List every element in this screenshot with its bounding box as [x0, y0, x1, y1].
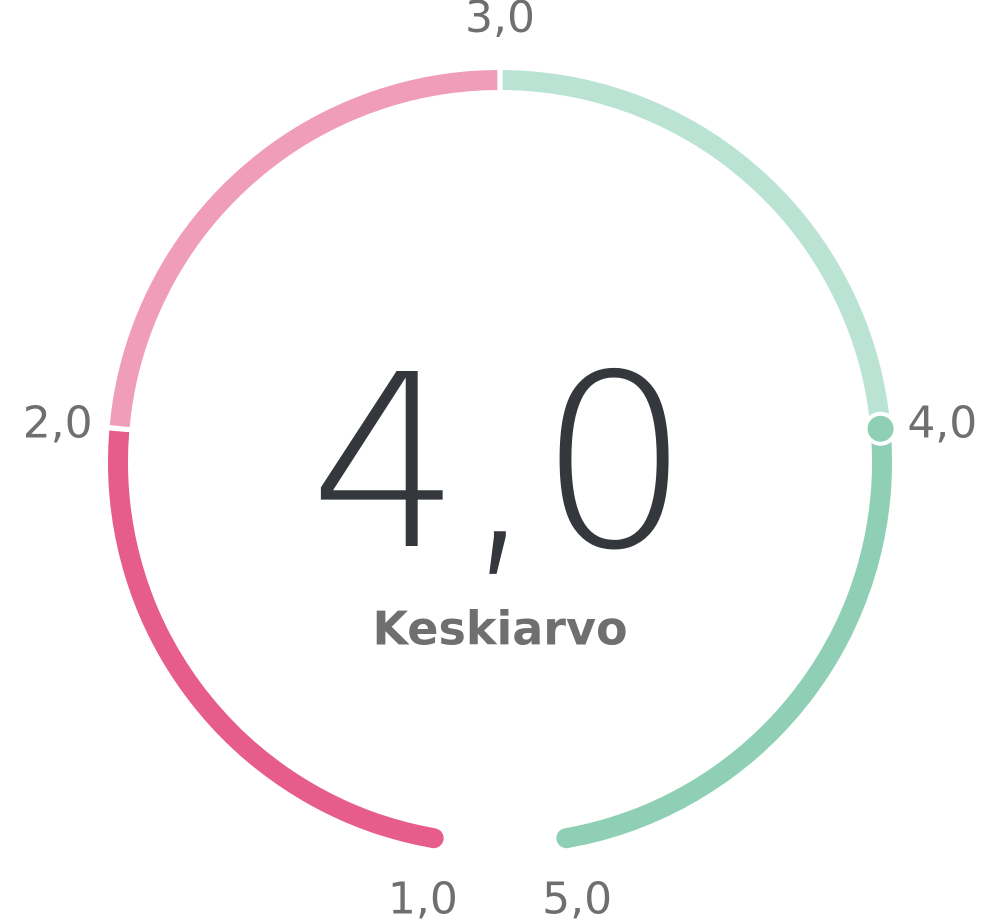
value-marker — [863, 411, 898, 446]
gauge-label: Keskiarvo — [372, 602, 627, 656]
tick-label: 4,0 — [907, 397, 977, 448]
gauge-segment — [108, 430, 436, 849]
gauge-segment — [109, 70, 498, 427]
gauge-segment — [502, 70, 891, 427]
tick-label: 1,0 — [388, 873, 458, 922]
segment-cap — [556, 828, 577, 849]
gauge-segment — [564, 430, 892, 849]
tick-label: 2,0 — [23, 397, 93, 448]
segment-cap — [423, 828, 444, 849]
gauge-value: 4,0 — [309, 323, 691, 603]
tick-label: 5,0 — [542, 873, 612, 922]
tick-label: 3,0 — [465, 0, 535, 43]
